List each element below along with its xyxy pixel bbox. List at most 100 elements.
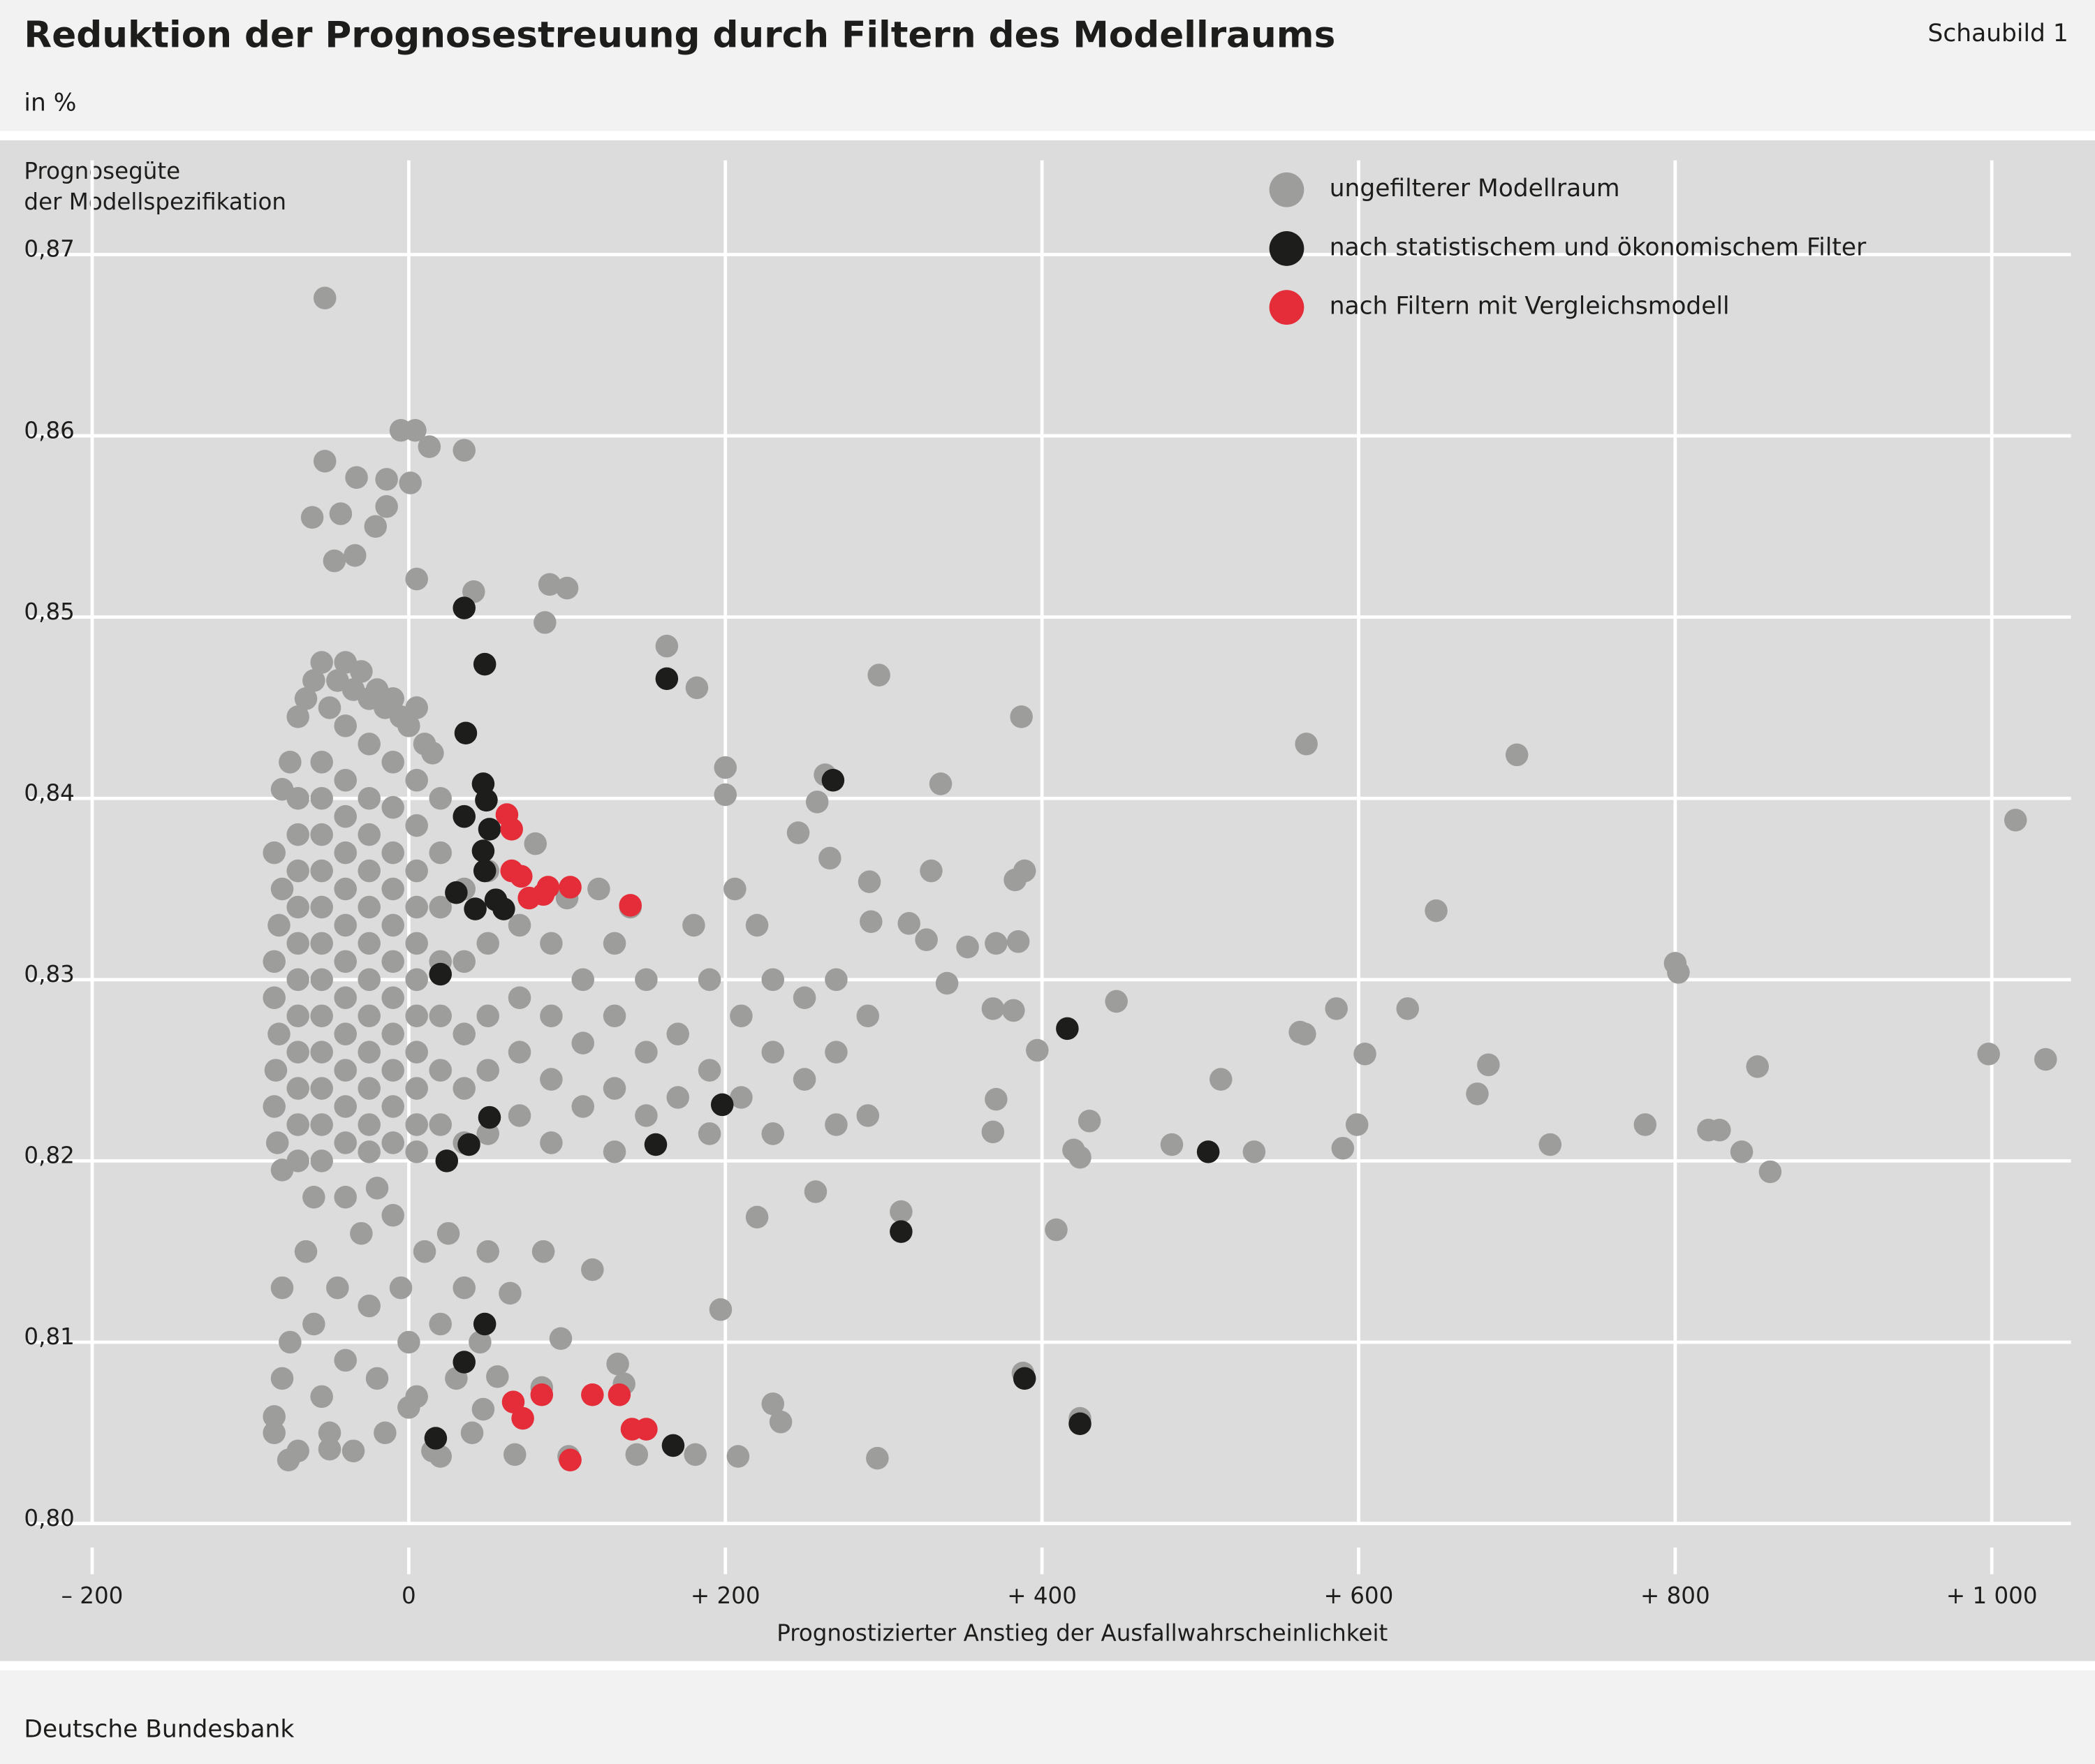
point <box>1325 997 1348 1020</box>
point <box>530 1383 554 1406</box>
point <box>358 823 381 846</box>
point <box>453 596 476 619</box>
point <box>956 935 979 959</box>
point <box>358 786 381 810</box>
point <box>492 897 515 920</box>
point <box>267 1022 291 1045</box>
point <box>856 1104 880 1127</box>
point <box>1331 1136 1355 1160</box>
point <box>981 997 1005 1020</box>
point <box>805 791 829 814</box>
point <box>1667 961 1690 984</box>
point <box>453 804 476 828</box>
point <box>540 1004 563 1027</box>
point <box>429 786 452 810</box>
point <box>698 968 721 992</box>
point <box>1105 990 1128 1013</box>
point <box>286 895 309 919</box>
point <box>334 1022 357 1045</box>
point <box>866 1446 889 1470</box>
point <box>453 1077 476 1100</box>
point <box>429 841 452 865</box>
point <box>413 1240 436 1263</box>
point <box>375 495 398 518</box>
point <box>635 1418 658 1441</box>
point <box>581 1258 604 1281</box>
point <box>1730 1140 1754 1163</box>
point <box>1013 1367 1036 1390</box>
point <box>536 876 560 899</box>
point <box>344 544 367 567</box>
point <box>453 1276 476 1300</box>
point <box>429 1004 452 1027</box>
point <box>534 611 557 634</box>
point <box>1466 1082 1489 1105</box>
point <box>478 818 501 841</box>
point <box>2004 809 2027 832</box>
subtitle: in % <box>24 89 76 117</box>
point <box>365 1177 389 1200</box>
point <box>310 1113 333 1136</box>
point <box>454 721 478 745</box>
point <box>381 1059 404 1082</box>
point <box>581 1383 604 1406</box>
point <box>2034 1048 2057 1071</box>
point <box>608 1383 631 1406</box>
point <box>559 876 582 899</box>
point <box>486 1365 509 1388</box>
point <box>350 660 373 683</box>
point <box>310 823 333 846</box>
point <box>310 1041 333 1064</box>
point <box>429 1059 452 1082</box>
point <box>698 1059 721 1082</box>
point <box>405 932 428 955</box>
point <box>405 1004 428 1027</box>
point <box>1006 930 1030 953</box>
point <box>418 435 441 458</box>
point <box>405 968 428 992</box>
legend-swatch <box>1269 290 1304 325</box>
x-tick-label: + 1 000 <box>1946 1582 2038 1609</box>
point <box>310 751 333 774</box>
point <box>655 667 679 691</box>
point <box>286 1149 309 1173</box>
point <box>540 1131 563 1154</box>
point <box>471 839 495 862</box>
point <box>358 1077 381 1100</box>
point <box>981 1120 1005 1144</box>
x-tick-label: – 200 <box>61 1582 124 1609</box>
point <box>890 1220 913 1243</box>
point <box>318 696 341 719</box>
point <box>1160 1133 1184 1156</box>
point <box>685 676 709 700</box>
y-tick-label: 0,80 <box>24 1505 74 1531</box>
y-tick-label: 0,84 <box>24 779 74 806</box>
point <box>453 950 476 973</box>
point <box>286 932 309 955</box>
point <box>476 1240 499 1263</box>
point <box>381 913 404 937</box>
point <box>890 1200 913 1223</box>
point <box>358 1004 381 1027</box>
point <box>793 1068 816 1091</box>
point <box>603 1004 626 1027</box>
y-tick-label: 0,85 <box>24 598 74 625</box>
point <box>761 968 785 992</box>
point <box>405 1041 428 1064</box>
point <box>684 1443 707 1467</box>
point <box>405 1077 428 1100</box>
point <box>508 1104 531 1127</box>
point <box>405 696 428 719</box>
point <box>500 818 523 841</box>
point <box>858 870 881 893</box>
point <box>915 928 938 951</box>
point <box>358 733 381 756</box>
point <box>606 1352 629 1376</box>
point <box>540 1068 563 1091</box>
point <box>405 814 428 837</box>
point <box>473 859 497 883</box>
point <box>635 968 658 992</box>
point <box>825 968 848 992</box>
x-axis-label: Prognostizierter Anstieg der Ausfallwahr… <box>777 1619 1388 1646</box>
